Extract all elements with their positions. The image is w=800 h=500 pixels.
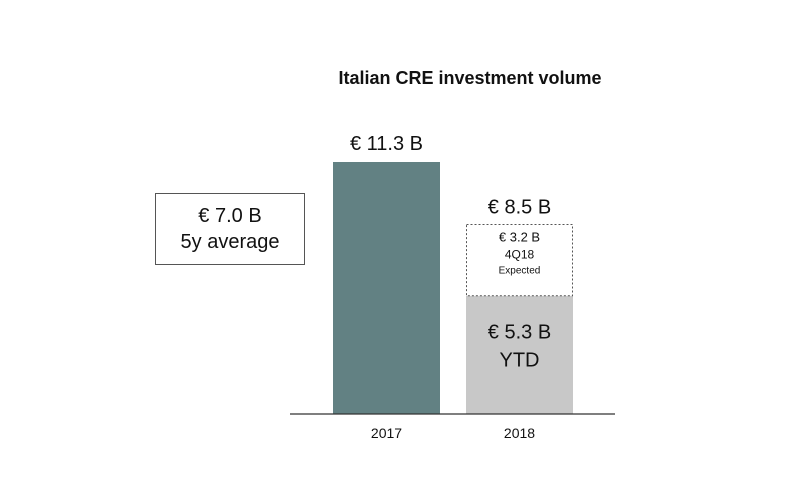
x-tick-label: 2017: [371, 425, 402, 441]
bar-2018-segment-1: [466, 295, 573, 414]
bar-2018-segment-2: [466, 223, 573, 297]
average-value: € 7.0 B: [198, 205, 262, 227]
ytd-text-label: YTD: [500, 349, 540, 371]
average-callout-box: € 7.0 B 5y average: [155, 193, 305, 265]
total-label-2017: € 11.3 B: [350, 133, 423, 155]
total-label-2018: € 8.5 B: [488, 196, 551, 218]
average-label: 5y average: [180, 231, 280, 253]
data-labels: € 11.3 B € 8.5 B € 5.3 B YTD € 3.2 B 4Q18 Expe…: [350, 133, 551, 371]
bars-group: [333, 162, 573, 414]
chart-title: Italian CRE investment volume: [338, 68, 602, 88]
expected-text-label: Expected: [499, 265, 541, 276]
x-tick-label: 2018: [504, 425, 535, 441]
bar-2017-segment-1: [333, 162, 440, 414]
expected-quarter-label: 4Q18: [505, 247, 535, 261]
x-tick-labels: 2017 2018: [371, 425, 535, 441]
ytd-value-label: € 5.3 B: [488, 321, 551, 343]
expected-value-label: € 3.2 B: [499, 229, 540, 244]
